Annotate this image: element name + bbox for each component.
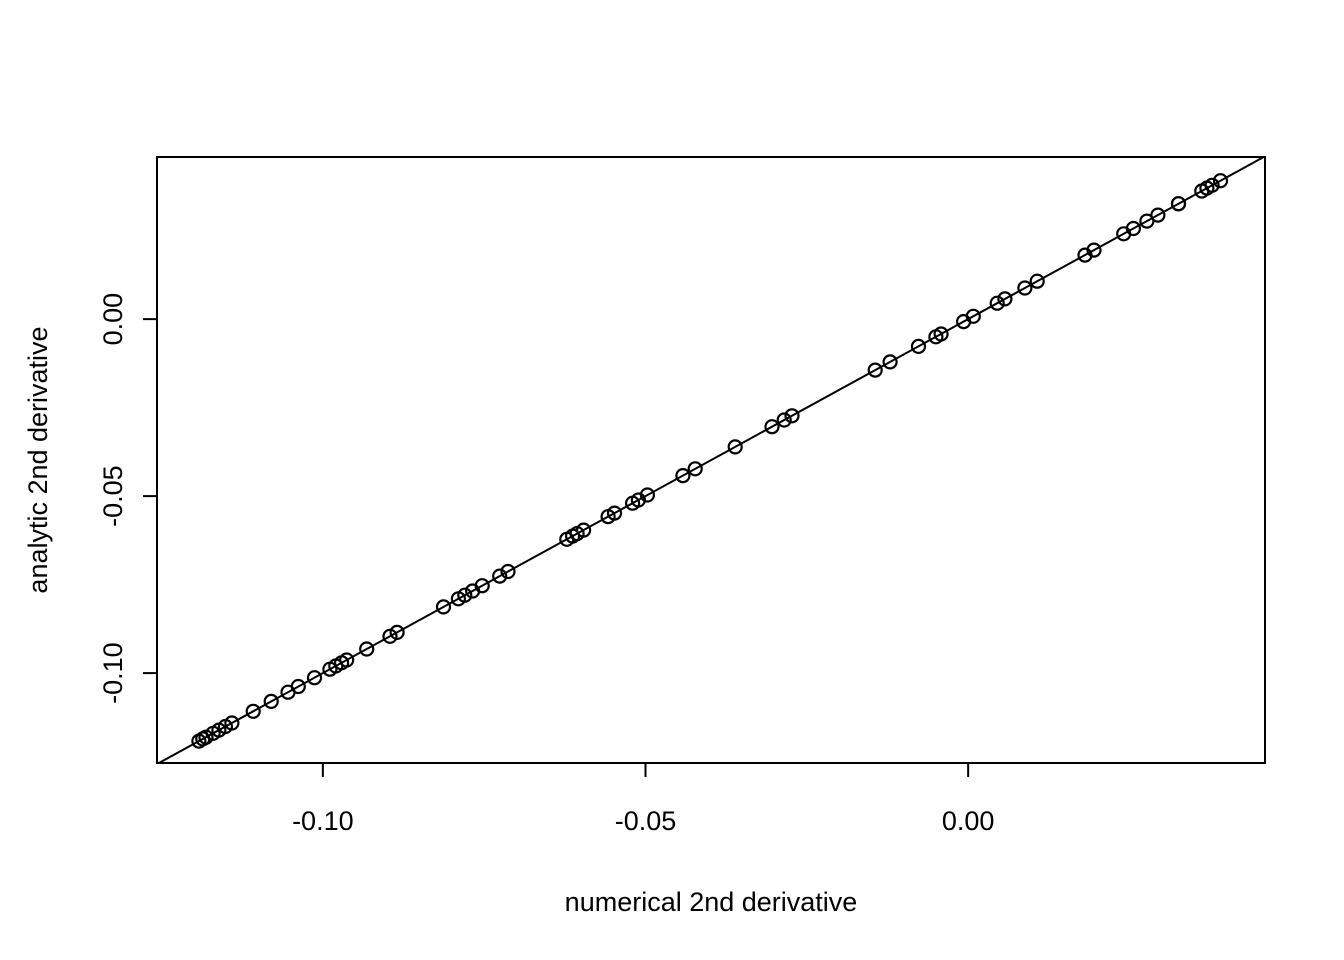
data-point bbox=[1017, 280, 1033, 296]
data-point bbox=[727, 439, 743, 455]
data-point bbox=[989, 295, 1005, 311]
y-axis: 0.00 -0.05 -0.10 bbox=[98, 293, 157, 704]
data-point bbox=[606, 505, 623, 521]
x-tick-label: 0.00 bbox=[942, 806, 995, 836]
data-point bbox=[306, 670, 323, 686]
data-point bbox=[457, 587, 473, 603]
data-point bbox=[359, 641, 375, 657]
data-point bbox=[492, 568, 508, 584]
data-point bbox=[764, 419, 780, 435]
data-point bbox=[882, 354, 898, 370]
x-tick-label: -0.10 bbox=[292, 806, 354, 836]
data-point bbox=[1029, 273, 1045, 289]
data-point bbox=[687, 461, 703, 477]
data-point bbox=[1170, 196, 1187, 212]
data-point bbox=[784, 408, 800, 424]
data-point bbox=[1086, 242, 1102, 258]
data-point bbox=[776, 412, 792, 428]
data-point bbox=[263, 693, 279, 710]
data-point bbox=[245, 703, 261, 719]
data-point bbox=[1212, 173, 1229, 189]
data-point bbox=[339, 652, 355, 668]
data-point bbox=[933, 326, 949, 342]
data-point bbox=[500, 563, 516, 580]
data-point bbox=[575, 522, 592, 538]
plot-box bbox=[156, 156, 1266, 764]
x-tick-label: -0.05 bbox=[615, 806, 677, 836]
y-tick-label: -0.10 bbox=[98, 642, 128, 704]
y-axis-title: analytic 2nd derivative bbox=[23, 326, 53, 593]
data-point bbox=[867, 362, 883, 378]
data-point bbox=[435, 599, 452, 615]
y-tick-label: 0.00 bbox=[98, 293, 128, 346]
data-point bbox=[1125, 220, 1142, 237]
data-point bbox=[639, 487, 656, 503]
x-axis: -0.10 -0.05 0.00 bbox=[292, 763, 994, 836]
data-point bbox=[224, 715, 240, 731]
data-point bbox=[1150, 207, 1166, 223]
y-tick-label: -0.05 bbox=[98, 465, 128, 527]
data-points-group bbox=[191, 173, 1229, 749]
x-axis-title: numerical 2nd derivative bbox=[565, 887, 858, 917]
data-point bbox=[389, 624, 405, 641]
data-point bbox=[997, 291, 1013, 307]
data-point bbox=[910, 338, 927, 354]
data-point bbox=[675, 468, 691, 484]
data-point bbox=[1204, 177, 1220, 193]
data-point bbox=[290, 678, 306, 695]
data-point bbox=[474, 578, 490, 594]
data-point bbox=[965, 308, 981, 324]
